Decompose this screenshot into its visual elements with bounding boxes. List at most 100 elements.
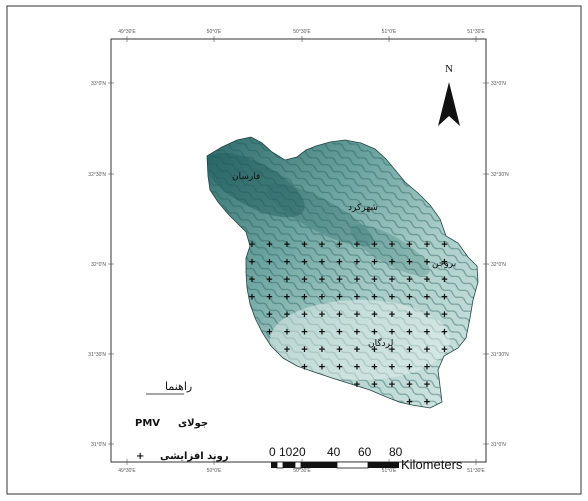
trend-marker: + <box>389 379 395 391</box>
legend-month-label: جولای <box>178 418 208 429</box>
trend-marker: + <box>406 327 412 339</box>
trend-marker: + <box>441 274 447 286</box>
legend-pmv-value: PMV <box>135 418 160 429</box>
trend-marker: + <box>389 362 395 374</box>
trend-marker: + <box>354 344 360 356</box>
trend-marker: + <box>301 239 307 251</box>
trend-marker: + <box>354 274 360 286</box>
lon-label-bottom-3: 50°30'E <box>293 468 311 474</box>
lat-label-right-2: 32°30'N <box>491 172 509 178</box>
trend-marker: + <box>249 292 255 304</box>
trend-marker: + <box>301 327 307 339</box>
trend-marker: + <box>336 362 342 374</box>
trend-marker: + <box>301 309 307 321</box>
trend-marker: + <box>284 257 290 269</box>
trend-marker: + <box>249 239 255 251</box>
scale-tick-0: 0 <box>269 445 276 459</box>
trend-marker: + <box>319 239 325 251</box>
trend-marker: + <box>266 309 272 321</box>
trend-marker: + <box>371 239 377 251</box>
trend-marker: + <box>266 327 272 339</box>
trend-marker: + <box>424 379 430 391</box>
trend-marker: + <box>301 274 307 286</box>
trend-marker: + <box>336 257 342 269</box>
legend-title: راهنما <box>165 380 192 393</box>
lat-label-right-3: 32°0'N <box>491 262 506 268</box>
place-label-lordegan: لردگان <box>368 337 393 349</box>
place-label-shahrekord: شهرکرد <box>348 203 378 213</box>
scale-tick-60: 60 <box>358 445 372 459</box>
trend-marker: + <box>406 362 412 374</box>
lon-label-1: 49°30'E <box>118 29 136 35</box>
trend-marker: + <box>319 344 325 356</box>
scale-unit-label: Kilometers <box>401 457 463 472</box>
trend-marker: + <box>336 309 342 321</box>
trend-marker: + <box>424 344 430 356</box>
trend-marker: + <box>441 309 447 321</box>
lat-label-2: 32°30'N <box>88 172 106 178</box>
trend-marker: + <box>266 292 272 304</box>
lon-label-2: 50°0'E <box>207 29 222 35</box>
trend-marker: + <box>389 239 395 251</box>
trend-marker: + <box>266 274 272 286</box>
lat-label-right-5: 31°0'N <box>491 442 506 448</box>
lon-label-3: 50°30'E <box>293 29 311 35</box>
north-label: N <box>445 63 453 75</box>
legend-trend-label: روند افزایشی <box>160 451 229 462</box>
trend-marker: + <box>424 257 430 269</box>
trend-marker: + <box>424 292 430 304</box>
place-label-borujen: بروجن <box>432 259 456 269</box>
trend-marker: + <box>389 292 395 304</box>
lat-label-3: 32°0'N <box>91 262 106 268</box>
lon-label-bottom-4: 51°0'E <box>382 468 397 474</box>
trend-marker: + <box>354 257 360 269</box>
lon-label-5: 51°30'E <box>467 29 485 35</box>
scale-tick-40: 40 <box>327 445 341 459</box>
trend-marker: + <box>301 344 307 356</box>
lon-label-bottom-1: 49°30'E <box>118 468 136 474</box>
trend-marker: + <box>371 292 377 304</box>
lon-label-4: 51°0'E <box>382 29 397 35</box>
trend-marker: + <box>354 362 360 374</box>
trend-marker: + <box>424 397 430 409</box>
trend-marker: + <box>319 274 325 286</box>
trend-marker: + <box>319 309 325 321</box>
trend-marker: + <box>406 344 412 356</box>
trend-marker: + <box>319 292 325 304</box>
trend-marker: + <box>284 327 290 339</box>
trend-marker: + <box>441 239 447 251</box>
trend-marker: + <box>336 327 342 339</box>
trend-marker: + <box>406 397 412 409</box>
legend-trend-symbol: + <box>136 451 144 462</box>
trend-marker: + <box>354 292 360 304</box>
trend-marker: + <box>424 274 430 286</box>
trend-marker: + <box>441 344 447 356</box>
trend-marker: + <box>249 257 255 269</box>
trend-marker: + <box>389 327 395 339</box>
trend-marker: + <box>441 327 447 339</box>
trend-marker: + <box>389 309 395 321</box>
trend-marker: + <box>336 344 342 356</box>
trend-marker: + <box>424 362 430 374</box>
trend-marker: + <box>371 309 377 321</box>
trend-marker: + <box>371 327 377 339</box>
lat-label-5: 31°0'N <box>91 442 106 448</box>
trend-marker: + <box>249 274 255 286</box>
trend-marker: + <box>284 239 290 251</box>
trend-marker: + <box>354 309 360 321</box>
trend-marker: + <box>406 274 412 286</box>
trend-marker: + <box>284 344 290 356</box>
latitude-labels-right: 33°0'N 32°30'N 32°0'N 31°30'N 31°0'N <box>491 81 509 448</box>
trend-marker: + <box>301 257 307 269</box>
trend-marker: + <box>424 239 430 251</box>
longitude-labels-top: 49°30'E 50°0'E 50°30'E 51°0'E 51°30'E <box>118 29 485 35</box>
trend-marker: + <box>301 292 307 304</box>
trend-marker: + <box>424 327 430 339</box>
trend-marker: + <box>266 257 272 269</box>
trend-marker: + <box>389 257 395 269</box>
trend-marker: + <box>336 274 342 286</box>
scale-tick-1020: 1020 <box>279 445 306 459</box>
trend-marker: + <box>354 379 360 391</box>
trend-marker: + <box>389 274 395 286</box>
